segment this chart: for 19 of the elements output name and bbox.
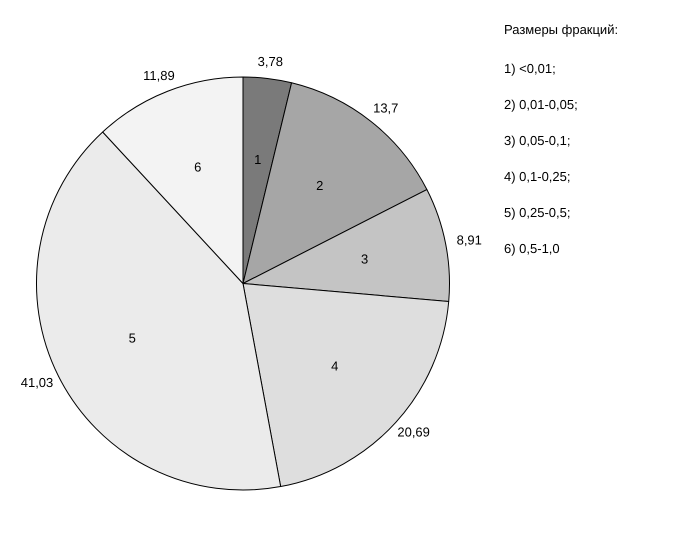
slice-label: 4 (331, 358, 338, 374)
text: 1) <0,01; (504, 61, 557, 76)
slice-label: 2 (316, 178, 324, 193)
slice-label: 1 (254, 152, 262, 168)
data-label: 41,03 (20, 374, 54, 390)
data-label: 3,78 (258, 54, 283, 70)
data-label: 20,69 (397, 424, 430, 440)
slice-label: 6 (194, 160, 202, 175)
text: 5) 0,25-0,5; (504, 205, 572, 220)
data-label: 13,7 (373, 100, 398, 116)
text: 6) 0,5-1,0 (504, 241, 561, 256)
data-label: 8,91 (456, 232, 482, 248)
text: 4) 0,1-0,25; (504, 169, 572, 184)
text: 2) 0,01-0,05; (504, 97, 579, 112)
text: 3) 0,05-0,1; (504, 133, 572, 148)
slice-label: 3 (360, 251, 368, 266)
legend-title: Размеры фракций: (504, 22, 618, 37)
data-label: 11,89 (143, 68, 175, 83)
slice-label: 5 (128, 330, 136, 346)
